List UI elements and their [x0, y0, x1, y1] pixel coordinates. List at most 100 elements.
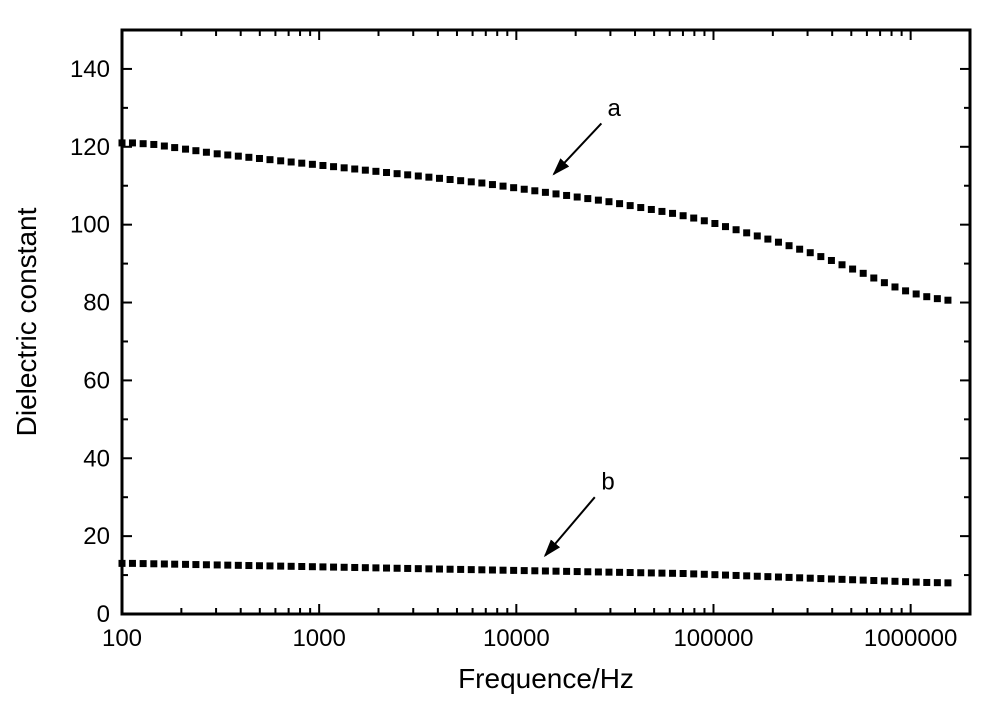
y-tick-label: 100: [70, 212, 110, 239]
y-tick-label: 120: [70, 134, 110, 161]
data-point: [722, 223, 729, 230]
data-point: [140, 140, 147, 147]
data-point: [817, 575, 824, 582]
data-point: [786, 574, 793, 581]
data-point: [902, 578, 909, 585]
data-point: [394, 565, 401, 572]
data-point: [214, 561, 221, 568]
data-point: [404, 171, 411, 178]
data-point: [394, 170, 401, 177]
data-point: [415, 565, 422, 572]
data-point: [701, 571, 708, 578]
data-point: [595, 197, 602, 204]
data-point: [870, 577, 877, 584]
data-point: [224, 562, 231, 569]
data-point: [362, 167, 369, 174]
data-point: [372, 168, 379, 175]
dielectric-chart: 1001000100001000001000000Frequence/Hz020…: [0, 0, 1000, 724]
data-point: [436, 175, 443, 182]
data-point: [648, 569, 655, 576]
data-point: [902, 287, 909, 294]
data-point: [542, 567, 549, 574]
data-point: [839, 261, 846, 268]
data-point: [658, 570, 665, 577]
data-point: [648, 206, 655, 213]
data-point: [584, 195, 591, 202]
data-point: [627, 569, 634, 576]
x-tick-label: 1000: [292, 625, 345, 652]
data-point: [553, 568, 560, 575]
data-point: [891, 578, 898, 585]
data-point: [775, 239, 782, 246]
data-point: [913, 290, 920, 297]
data-point: [362, 564, 369, 571]
x-tick-label: 100: [102, 625, 142, 652]
data-point: [510, 184, 517, 191]
data-point: [341, 164, 348, 171]
data-point: [224, 151, 231, 158]
data-point: [351, 564, 358, 571]
data-point: [923, 579, 930, 586]
data-point: [161, 560, 168, 567]
data-point: [860, 270, 867, 277]
data-point: [277, 157, 284, 164]
data-point: [436, 566, 443, 573]
data-point: [817, 253, 824, 260]
data-point: [786, 242, 793, 249]
data-point: [298, 160, 305, 167]
data-point: [266, 562, 273, 569]
data-point: [171, 561, 178, 568]
data-point: [881, 279, 888, 286]
data-point: [478, 180, 485, 187]
data-point: [298, 563, 305, 570]
data-point: [245, 154, 252, 161]
data-point: [839, 576, 846, 583]
data-point: [447, 176, 454, 183]
data-point: [733, 226, 740, 233]
data-point: [129, 139, 136, 146]
data-point: [605, 569, 612, 576]
data-point: [468, 178, 475, 185]
data-point: [584, 568, 591, 575]
data-point: [754, 573, 761, 580]
data-point: [828, 257, 835, 264]
data-point: [616, 200, 623, 207]
data-point: [256, 155, 263, 162]
data-point: [521, 186, 528, 193]
data-point: [330, 564, 337, 571]
data-point: [944, 297, 951, 304]
data-point: [595, 568, 602, 575]
y-tick-label: 0: [97, 601, 110, 628]
data-point: [256, 562, 263, 569]
data-point: [489, 181, 496, 188]
data-point: [500, 183, 507, 190]
data-point: [796, 246, 803, 253]
data-point: [764, 573, 771, 580]
data-point: [319, 563, 326, 570]
data-point: [658, 208, 665, 215]
annotation-label-a: a: [607, 95, 621, 122]
data-point: [478, 566, 485, 573]
data-point: [245, 562, 252, 569]
data-point: [415, 173, 422, 180]
data-point: [828, 575, 835, 582]
data-point: [680, 212, 687, 219]
data-point: [140, 560, 147, 567]
data-point: [680, 570, 687, 577]
data-point: [934, 579, 941, 586]
data-point: [277, 563, 284, 570]
data-point: [288, 563, 295, 570]
data-point: [510, 567, 517, 574]
data-point: [923, 293, 930, 300]
data-point: [542, 189, 549, 196]
data-point: [807, 249, 814, 256]
data-point: [743, 229, 750, 236]
data-point: [150, 141, 157, 148]
data-point: [553, 190, 560, 197]
data-point: [203, 561, 210, 568]
data-point: [733, 572, 740, 579]
data-point: [182, 146, 189, 153]
data-point: [351, 165, 358, 172]
data-point: [563, 192, 570, 199]
data-point: [711, 571, 718, 578]
